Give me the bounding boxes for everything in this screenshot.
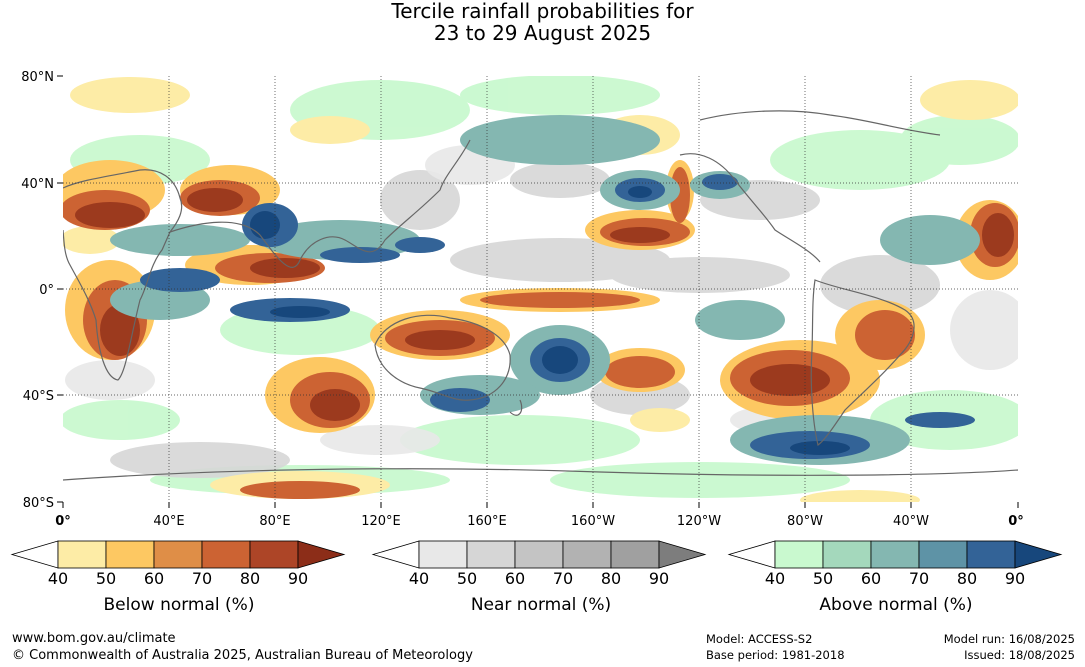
colorbar-1-segment-4	[610, 540, 660, 569]
colorbar-2-segment-2	[870, 540, 920, 569]
colorbar-0-tick-label: 50	[96, 569, 116, 588]
title-line-1: Tercile rainfall probabilities for	[391, 0, 694, 23]
colorbar-1-low-triangle	[371, 540, 420, 569]
above-normal-light-patches	[63, 76, 1018, 498]
colorbar-2-high-triangle	[1014, 540, 1063, 569]
colorbar-1-tick-label: 80	[601, 569, 621, 588]
colorbar-0-segment-1	[105, 540, 155, 569]
above-normal-strong-patches	[140, 174, 975, 459]
colorbar-0-low-triangle	[10, 540, 59, 569]
colorbar-0-segment-2	[153, 540, 203, 569]
lat-label-80n: 80°N	[21, 70, 54, 85]
lat-label-40s: 40°S	[23, 389, 54, 404]
lon-label-40w: 40°W	[893, 514, 929, 529]
colorbar-0-segment-4	[249, 540, 299, 569]
lon-label-160e: 160°E	[467, 514, 507, 529]
australia-coast	[374, 314, 511, 401]
lon-label-80e: 80°E	[259, 514, 290, 529]
map-title: Tercile rainfall probabilities for 23 to…	[0, 0, 1085, 44]
colorbar-0-tick-label: 40	[48, 569, 68, 588]
probability-field	[63, 76, 1018, 502]
antarctica-coast	[63, 468, 1018, 481]
colorbar-caption-near: Near normal (%)	[471, 595, 611, 615]
colorbar-2-tick-label: 40	[765, 569, 785, 588]
lon-label-0-left: 0°	[55, 514, 71, 529]
graticule	[63, 76, 1018, 502]
colorbar-1-tick-label: 90	[649, 569, 669, 588]
lon-label-120e: 120°E	[361, 514, 401, 529]
colorbar-legend: 40 50 60 70 80 90 40 50 60 70 80 90 40 50 60 70 80 90 B…	[10, 540, 1063, 615]
africa-europe-coast	[63, 169, 183, 381]
model-name: Model: ACCESS-S2	[706, 632, 813, 646]
footer-left: www.bom.gov.au/climate © Commonwealth of…	[12, 630, 473, 664]
below-normal-intense-patches	[75, 188, 1014, 421]
coastlines	[63, 110, 1018, 481]
rainfall-map: 80°N 40°N 0° 40°S 80°S 0° 40°E 80°E 120°…	[21, 70, 1024, 529]
colorbar-1-segment-1	[466, 540, 516, 569]
colorbar-0-tick-label: 90	[288, 569, 308, 588]
colorbar-0-tick-label: 70	[192, 569, 212, 588]
colorbar-2-segment-3	[918, 540, 968, 569]
colorbar-2-segment-1	[822, 540, 872, 569]
colorbar-1-segment-3	[562, 540, 612, 569]
lon-label-0-right: 0°	[1008, 514, 1024, 529]
colorbar-1-tick-label: 70	[553, 569, 573, 588]
colorbar-2-segment-4	[966, 540, 1016, 569]
colorbar-2-tick-label: 90	[1005, 569, 1025, 588]
colorbar-2-low-triangle	[727, 540, 776, 569]
colorbar-0-tick-label: 60	[144, 569, 164, 588]
lat-label-40n: 40°N	[21, 177, 54, 192]
colorbar-1-tick-label: 60	[505, 569, 525, 588]
colorbar-2-tick-label: 80	[957, 569, 977, 588]
colorbar-caption-above: Above normal (%)	[819, 595, 972, 615]
colorbar-1-tick-label: 40	[409, 569, 429, 588]
colorbar-2-tick-label: 50	[813, 569, 833, 588]
lon-label-120w: 120°W	[677, 514, 721, 529]
model-run-date: Model run: 16/08/2025	[943, 632, 1075, 646]
south-america-coast	[810, 279, 915, 447]
colorbar-0-high-triangle	[297, 540, 346, 569]
colorbar-0-segment-3	[201, 540, 251, 569]
website-link[interactable]: www.bom.gov.au/climate	[12, 631, 176, 646]
colorbar-below-normal: 40 50 60 70 80 90	[10, 540, 346, 588]
longitude-labels: 0° 40°E 80°E 120°E 160°E 160°W 120°W 80°…	[55, 514, 1024, 529]
north-america-west-coast	[679, 153, 821, 263]
footer-dates: Model run: 16/08/2025 Issued: 18/08/2025	[944, 631, 1075, 663]
colorbar-2-tick-label: 60	[861, 569, 881, 588]
lon-label-160w: 160°W	[571, 514, 615, 529]
colorbar-0-segment-0	[57, 540, 107, 569]
colorbar-1-high-triangle	[658, 540, 707, 569]
latitude-labels: 80°N 40°N 0° 40°S 80°S	[21, 70, 54, 511]
colorbar-2-tick-label: 70	[909, 569, 929, 588]
footer-model-info: Model: ACCESS-S2 Base period: 1981-2018	[706, 631, 845, 663]
issued-date: Issued: 18/08/2025	[964, 648, 1075, 662]
colorbar-1-tick-label: 50	[457, 569, 477, 588]
asia-south-coast	[169, 139, 471, 268]
colorbar-1-segment-0	[418, 540, 468, 569]
lat-label-80s: 80°S	[23, 496, 54, 511]
new-zealand-coast	[509, 399, 523, 416]
copyright-text: © Commonwealth of Australia 2025, Austra…	[12, 648, 473, 663]
lon-label-80w: 80°W	[787, 514, 823, 529]
title-line-2: 23 to 29 August 2025	[433, 21, 652, 45]
arctic-coast	[699, 110, 941, 136]
colorbar-2-segment-0	[774, 540, 824, 569]
colorbar-above-normal: 40 50 60 70 80 90	[727, 540, 1063, 588]
lon-label-40e: 40°E	[153, 514, 184, 529]
colorbar-caption-below: Below normal (%)	[104, 595, 255, 615]
colorbar-0-tick-label: 80	[240, 569, 260, 588]
colorbar-1-segment-2	[514, 540, 564, 569]
base-period: Base period: 1981-2018	[706, 648, 845, 662]
lat-label-0: 0°	[39, 283, 54, 298]
axis-ticks	[57, 75, 1019, 508]
colorbar-near-normal: 40 50 60 70 80 90	[371, 540, 707, 588]
